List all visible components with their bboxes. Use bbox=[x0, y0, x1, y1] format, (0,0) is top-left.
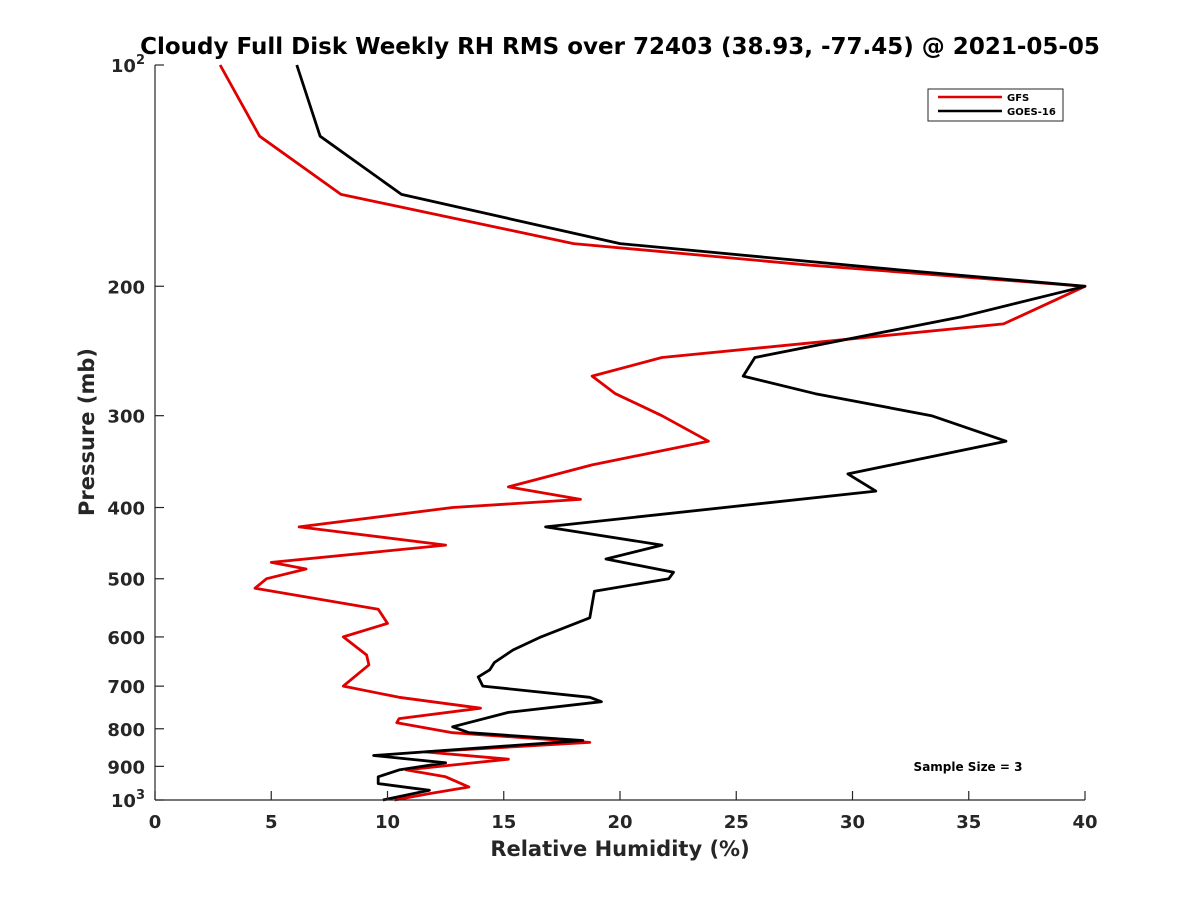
y-tick-label: 600 bbox=[107, 628, 145, 649]
x-ticks: 0 5 10 15 20 25 30 35 40 bbox=[149, 791, 1098, 833]
sample-size-annotation: Sample Size = 3 bbox=[914, 760, 1023, 774]
series-line-goes16 bbox=[295, 64, 1087, 802]
legend-label-gfs: GFS bbox=[1007, 93, 1029, 104]
y-tick-label: 400 bbox=[107, 499, 145, 520]
x-tick-label: 15 bbox=[491, 812, 516, 833]
x-tick-label: 25 bbox=[724, 812, 749, 833]
x-tick-label: 5 bbox=[265, 812, 278, 833]
y-ticks: 102 200 300 400 500 600 700 800 900 103 bbox=[107, 53, 164, 812]
y-tick-label: 900 bbox=[107, 757, 145, 778]
legend: GFS GOES-16 bbox=[927, 88, 1064, 122]
x-tick-label: 20 bbox=[607, 812, 632, 833]
y-tick-label: 102 bbox=[111, 53, 145, 77]
x-axis-label: Relative Humidity (%) bbox=[490, 837, 749, 861]
x-tick-label: 10 bbox=[375, 812, 400, 833]
y-tick-label: 200 bbox=[107, 277, 145, 298]
series-line-gfs bbox=[218, 64, 1087, 802]
y-tick-label: 500 bbox=[107, 570, 145, 591]
chart-title: Cloudy Full Disk Weekly RH RMS over 7240… bbox=[140, 34, 1100, 60]
plot-lines bbox=[218, 64, 1087, 802]
x-tick-label: 35 bbox=[956, 812, 981, 833]
y-tick-label: 700 bbox=[107, 677, 145, 698]
x-tick-label: 0 bbox=[149, 812, 162, 833]
legend-box bbox=[927, 88, 1064, 122]
legend-label-goes16: GOES-16 bbox=[1007, 107, 1056, 118]
y-axis-label: Pressure (mb) bbox=[75, 348, 99, 516]
x-tick-label: 30 bbox=[840, 812, 865, 833]
x-tick-label: 40 bbox=[1072, 812, 1097, 833]
axes bbox=[154, 65, 1085, 801]
y-tick-label: 800 bbox=[107, 720, 145, 741]
y-tick-label: 103 bbox=[111, 788, 145, 812]
y-tick-label: 300 bbox=[107, 407, 145, 428]
